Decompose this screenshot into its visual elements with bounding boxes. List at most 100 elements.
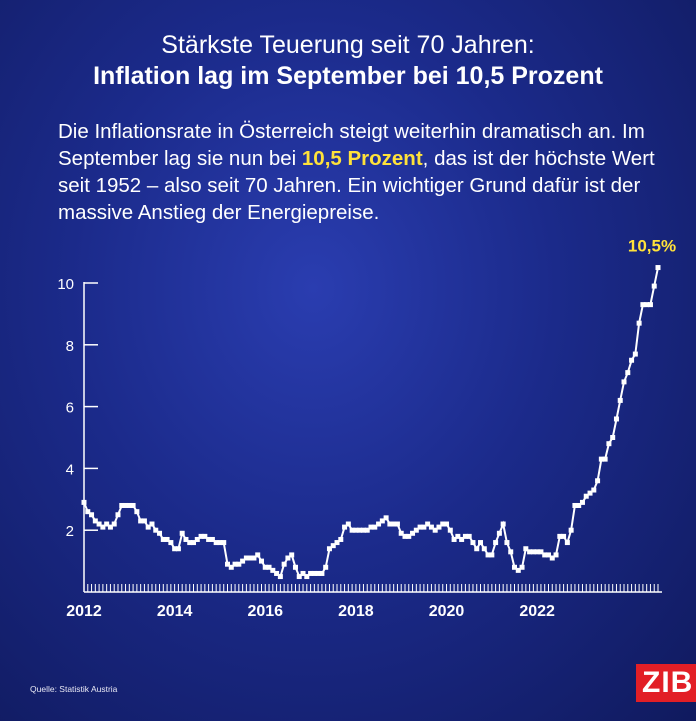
data-point bbox=[425, 521, 431, 527]
data-point bbox=[568, 527, 574, 533]
data-point bbox=[243, 555, 249, 561]
data-point bbox=[655, 265, 661, 271]
data-point bbox=[440, 521, 446, 527]
data-point bbox=[598, 456, 604, 462]
y-tick-label: 4 bbox=[66, 461, 74, 478]
data-point bbox=[629, 357, 635, 363]
zib-logo: ZIB bbox=[636, 664, 696, 702]
data-point bbox=[602, 456, 608, 462]
data-point bbox=[308, 570, 314, 576]
data-point bbox=[504, 540, 510, 546]
y-tick-label: 6 bbox=[66, 400, 74, 417]
data-point bbox=[85, 509, 91, 515]
data-point bbox=[508, 549, 514, 555]
data-point bbox=[617, 397, 623, 403]
data-point bbox=[119, 502, 125, 508]
data-point bbox=[296, 574, 302, 580]
data-point bbox=[262, 564, 268, 570]
data-point bbox=[270, 567, 276, 573]
zib-logo-text: ZIB bbox=[642, 666, 694, 699]
data-point bbox=[202, 533, 208, 539]
data-point bbox=[485, 552, 491, 558]
data-point bbox=[115, 512, 121, 518]
data-point bbox=[530, 549, 536, 555]
data-point bbox=[206, 536, 212, 542]
data-point bbox=[413, 527, 419, 533]
data-point bbox=[92, 518, 98, 524]
data-point bbox=[164, 536, 170, 542]
data-point bbox=[549, 555, 555, 561]
data-point bbox=[523, 546, 529, 552]
data-point bbox=[342, 524, 348, 530]
data-point bbox=[444, 521, 450, 527]
data-point bbox=[221, 540, 227, 546]
data-point bbox=[289, 552, 295, 558]
data-point bbox=[153, 527, 159, 533]
data-point bbox=[274, 570, 280, 576]
data-point bbox=[353, 527, 359, 533]
data-point bbox=[564, 540, 570, 546]
data-point bbox=[198, 533, 204, 539]
data-point bbox=[81, 499, 87, 505]
data-point bbox=[323, 564, 329, 570]
data-point bbox=[436, 524, 442, 530]
data-point bbox=[493, 540, 499, 546]
data-point bbox=[228, 564, 234, 570]
data-point bbox=[311, 570, 317, 576]
description-text-2: , das ist der höchste Wert seit 1952 – a… bbox=[58, 147, 655, 224]
x-tick-label: 2022 bbox=[519, 603, 555, 620]
data-point bbox=[172, 546, 178, 552]
data-point bbox=[462, 533, 468, 539]
data-point bbox=[247, 555, 253, 561]
data-point bbox=[334, 540, 340, 546]
data-point bbox=[625, 370, 631, 376]
data-point bbox=[417, 524, 423, 530]
data-point bbox=[372, 524, 378, 530]
data-point bbox=[606, 441, 612, 447]
description: Die Inflationsrate in Österreich steigt … bbox=[58, 118, 688, 226]
x-tick-labels: 2012 2014 2016 2018 2020 2022 bbox=[66, 603, 555, 620]
data-point bbox=[519, 564, 525, 570]
data-point bbox=[255, 552, 261, 558]
data-point bbox=[406, 533, 412, 539]
data-point bbox=[304, 574, 310, 580]
data-point bbox=[394, 521, 400, 527]
data-point bbox=[357, 527, 363, 533]
data-point bbox=[225, 561, 230, 567]
data-point bbox=[383, 515, 389, 521]
data-point bbox=[561, 533, 567, 539]
data-point bbox=[300, 570, 306, 576]
data-point bbox=[364, 527, 370, 533]
data-point bbox=[451, 536, 457, 542]
data-point bbox=[421, 524, 427, 530]
data-point bbox=[481, 546, 487, 552]
data-point bbox=[240, 558, 246, 564]
data-point bbox=[266, 564, 272, 570]
data-point bbox=[123, 502, 129, 508]
data-point bbox=[651, 283, 657, 289]
data-point bbox=[319, 570, 325, 576]
data-point bbox=[338, 536, 344, 542]
data-point bbox=[512, 564, 517, 570]
data-point bbox=[376, 521, 382, 527]
data-point bbox=[432, 527, 438, 533]
data-point bbox=[345, 521, 351, 527]
data-point bbox=[175, 546, 181, 552]
data-point bbox=[398, 530, 404, 536]
data-point bbox=[183, 536, 189, 542]
data-point bbox=[232, 561, 238, 567]
data-point bbox=[428, 524, 434, 530]
title-line-1: Stärkste Teuerung seit 70 Jahren: bbox=[161, 31, 535, 59]
x-tick-label: 2020 bbox=[429, 603, 465, 620]
data-point bbox=[285, 555, 291, 561]
data-point bbox=[542, 552, 548, 558]
data-point bbox=[330, 543, 336, 549]
data-point bbox=[587, 490, 593, 496]
data-point bbox=[466, 533, 472, 539]
x-ticks bbox=[83, 584, 659, 592]
data-point bbox=[640, 302, 646, 308]
data-point bbox=[217, 540, 223, 546]
data-point bbox=[527, 549, 533, 555]
data-point bbox=[579, 499, 585, 505]
data-point bbox=[545, 552, 551, 558]
